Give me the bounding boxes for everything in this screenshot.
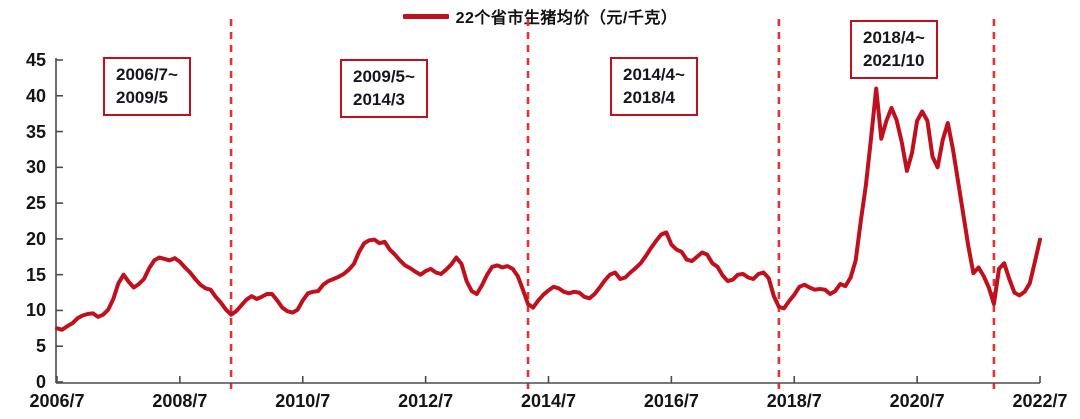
cycle-annotation-text: 2009/5~ — [353, 67, 415, 86]
x-axis-label: 2008/7 — [152, 391, 208, 411]
cycle-annotation-text: 2014/3 — [353, 90, 405, 109]
y-axis-label: 10 — [25, 300, 46, 321]
cycle-annotation-text: 2014/4~ — [623, 65, 685, 84]
y-axis-label: 45 — [25, 50, 46, 70]
cycle-annotation-box: 2006/7~ 2009/5 — [103, 57, 191, 116]
y-axis-label: 0 — [35, 372, 46, 392]
chart-legend: 22个省市生猪均价（元/千克） — [0, 4, 1080, 28]
cycle-annotation-text: 2018/4 — [623, 88, 675, 107]
y-axis-label: 15 — [25, 264, 46, 285]
x-axis-label: 2022/7 — [1012, 391, 1068, 411]
cycle-annotation-box: 2018/4~ 2021/10 — [850, 20, 938, 79]
legend-label: 22个省市生猪均价（元/千克） — [455, 10, 678, 27]
y-axis-label: 5 — [35, 336, 46, 357]
cycle-annotation-box: 2009/5~ 2014/3 — [340, 59, 428, 118]
cycle-annotation-text: 2009/5 — [116, 88, 168, 107]
cycle-annotation-text: 2021/10 — [863, 51, 925, 70]
x-axis-label: 2010/7 — [275, 391, 331, 411]
y-axis-label: 25 — [25, 193, 46, 214]
x-axis-label: 2006/7 — [29, 391, 85, 411]
x-axis-label: 2014/7 — [520, 391, 577, 411]
x-axis-label: 2020/7 — [889, 391, 945, 411]
cycle-annotation-box: 2014/4~ 2018/4 — [610, 57, 698, 116]
y-axis-label: 40 — [25, 85, 46, 106]
x-axis-label: 2016/7 — [643, 391, 699, 411]
x-axis-label: 2012/7 — [398, 391, 454, 411]
price-series-line — [55, 86, 1042, 332]
x-axis-label: 2018/7 — [766, 391, 822, 411]
y-axis-label: 35 — [25, 121, 46, 142]
cycle-annotation-text: 2006/7~ — [116, 65, 178, 84]
y-axis-label: 30 — [25, 157, 46, 178]
y-axis-label: 20 — [25, 228, 46, 249]
legend-line-icon — [402, 13, 449, 19]
cycle-annotation-text: 2018/4~ — [863, 28, 925, 47]
